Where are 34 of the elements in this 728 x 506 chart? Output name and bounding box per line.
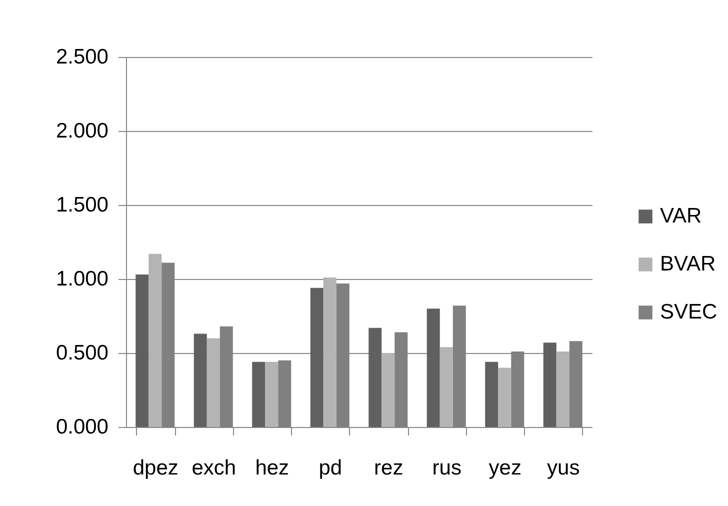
bar [498,368,512,427]
bar [485,362,498,427]
legend-label: VAR [660,204,702,228]
bar [278,360,292,427]
bar [310,288,324,427]
bar [323,278,336,427]
legend-label: SVEC [660,300,718,324]
x-tick-label: hez [255,456,290,480]
y-tick-label: 1.500 [56,194,108,216]
x-tick-label: yez [488,456,522,480]
bar [136,274,149,427]
x-tick-label: pd [318,456,342,480]
bar [382,353,395,427]
x-tick-label: yus [547,456,580,480]
y-tick-label: 2.500 [56,46,108,68]
legend-label: BVAR [660,252,716,276]
y-tick-label: 2.000 [56,120,108,142]
x-tick-label: rus [432,456,462,480]
bar [426,308,440,427]
bar [206,338,220,427]
bar [265,362,278,427]
x-tick-label: exch [192,456,236,480]
bar [194,334,207,427]
x-tick-label: rez [374,456,404,480]
bar [556,352,570,427]
x-tick-label: dpez [132,456,178,480]
bar [252,362,266,427]
bar [543,342,556,427]
bar [440,347,453,427]
bar [368,328,382,427]
y-tick-label: 0.000 [56,416,108,438]
y-tick-label: 0.500 [56,342,108,364]
bar [148,254,162,427]
y-tick-label: 1.000 [56,268,108,290]
